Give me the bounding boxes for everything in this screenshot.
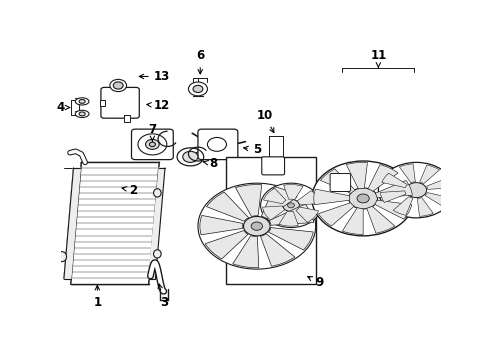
Wedge shape [206, 192, 248, 221]
Ellipse shape [75, 110, 89, 117]
Ellipse shape [75, 98, 89, 105]
Circle shape [267, 159, 279, 168]
Ellipse shape [79, 99, 85, 103]
Circle shape [183, 151, 198, 162]
Circle shape [244, 216, 270, 236]
Wedge shape [399, 164, 416, 183]
Text: 11: 11 [370, 49, 387, 68]
FancyBboxPatch shape [198, 129, 238, 159]
Polygon shape [148, 168, 165, 279]
Ellipse shape [57, 252, 67, 262]
Text: 2: 2 [122, 184, 138, 197]
Wedge shape [297, 191, 319, 205]
Wedge shape [263, 206, 285, 220]
Circle shape [193, 85, 203, 93]
Circle shape [335, 176, 345, 184]
Text: 3: 3 [158, 284, 168, 309]
Wedge shape [269, 204, 314, 225]
Text: 12: 12 [147, 99, 170, 112]
Wedge shape [279, 211, 298, 226]
Wedge shape [375, 180, 412, 198]
Circle shape [149, 142, 155, 147]
Wedge shape [261, 186, 297, 219]
Text: 10: 10 [256, 109, 274, 132]
Ellipse shape [79, 112, 85, 116]
Wedge shape [420, 165, 440, 184]
Wedge shape [374, 200, 412, 219]
Text: 9: 9 [308, 276, 323, 289]
Circle shape [349, 188, 378, 209]
Wedge shape [264, 188, 286, 204]
Wedge shape [425, 193, 451, 207]
Circle shape [312, 161, 415, 236]
Polygon shape [64, 168, 80, 279]
Wedge shape [284, 185, 303, 200]
Circle shape [110, 79, 126, 91]
Wedge shape [261, 234, 295, 266]
FancyBboxPatch shape [131, 129, 173, 159]
Circle shape [198, 183, 316, 269]
Text: 5: 5 [244, 143, 261, 157]
Circle shape [207, 138, 226, 151]
Wedge shape [382, 173, 408, 188]
Text: 8: 8 [203, 157, 217, 170]
Text: 4: 4 [56, 101, 70, 114]
Wedge shape [320, 169, 355, 193]
Wedge shape [269, 228, 313, 250]
Circle shape [261, 183, 321, 228]
Circle shape [283, 199, 299, 211]
Wedge shape [318, 203, 354, 226]
Wedge shape [200, 215, 243, 235]
Wedge shape [368, 165, 398, 191]
Wedge shape [343, 208, 363, 234]
Wedge shape [314, 189, 350, 205]
Wedge shape [417, 198, 433, 216]
Circle shape [251, 222, 263, 230]
Circle shape [113, 82, 123, 89]
Circle shape [138, 134, 167, 155]
Bar [226, 157, 316, 284]
Wedge shape [296, 207, 318, 222]
Text: 7: 7 [148, 123, 156, 141]
Bar [124, 116, 129, 122]
Text: 6: 6 [196, 49, 204, 74]
Circle shape [357, 194, 369, 203]
FancyBboxPatch shape [330, 174, 351, 192]
FancyBboxPatch shape [101, 87, 139, 118]
FancyBboxPatch shape [262, 157, 285, 175]
Text: 13: 13 [139, 70, 170, 83]
Wedge shape [346, 162, 368, 189]
Circle shape [288, 203, 294, 208]
Circle shape [378, 162, 454, 218]
Circle shape [146, 139, 159, 149]
Wedge shape [236, 185, 262, 216]
Wedge shape [426, 178, 452, 189]
Wedge shape [393, 197, 413, 215]
Text: 1: 1 [93, 285, 101, 309]
Wedge shape [205, 230, 248, 259]
Ellipse shape [153, 250, 161, 258]
Ellipse shape [153, 189, 161, 197]
Bar [100, 100, 105, 105]
Polygon shape [71, 162, 159, 284]
Circle shape [406, 183, 427, 198]
Wedge shape [233, 235, 259, 268]
Circle shape [189, 82, 207, 96]
Wedge shape [367, 206, 395, 233]
Wedge shape [380, 191, 406, 202]
